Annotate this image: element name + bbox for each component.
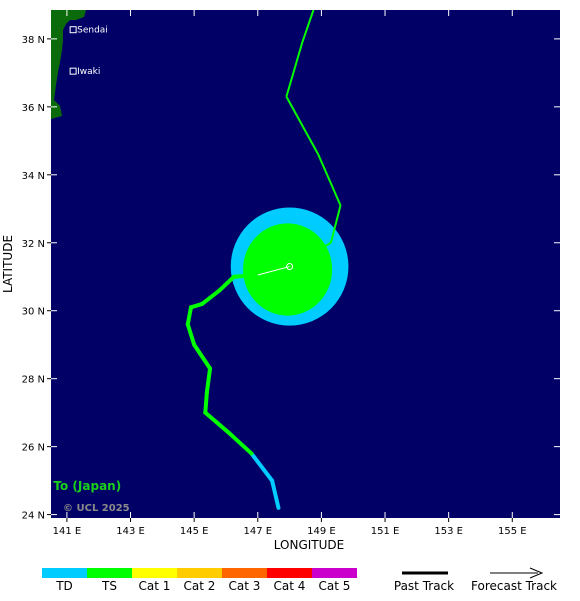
- past-track-segment: [231, 273, 260, 279]
- forecast-track-segment: [317, 154, 342, 206]
- legend-label-cat4: Cat 4: [274, 579, 306, 593]
- lat-tick-label: 34 N: [22, 171, 45, 182]
- forecast-track-segment: [329, 205, 342, 244]
- past-track-segment: [185, 322, 197, 347]
- legend-swatch-cat4: [267, 568, 312, 578]
- forecast-track-segment: [289, 241, 332, 268]
- lat-tick-label: 30 N: [22, 307, 45, 318]
- lon-tick-label: 151 E: [371, 526, 400, 537]
- lat-tick-label: 36 N: [22, 103, 45, 114]
- past-track-legend-label: Past Track: [394, 579, 454, 593]
- lon-tick-label: 155 E: [498, 526, 527, 537]
- past-track-segment: [185, 305, 193, 327]
- plot-area: Sendai Iwaki o To (Japan) © UCL 2025: [41, 10, 349, 514]
- past-track-segment: [203, 390, 209, 415]
- lon-tick-label: 141 E: [53, 526, 82, 537]
- legend-label-cat5: Cat 5: [319, 579, 351, 593]
- latitude-ticks: 24 N 26 N 28 N 30 N 32 N 34 N 36 N 38 N: [22, 35, 560, 522]
- legend-label-td: TD: [55, 579, 73, 593]
- legend-label-ts: TS: [101, 579, 117, 593]
- city-label: Iwaki: [77, 67, 100, 77]
- past-track: [185, 264, 292, 510]
- city-marker: [69, 26, 77, 34]
- current-position-marker: [286, 263, 294, 271]
- past-track-segment: [200, 288, 222, 306]
- legend-label-cat2: Cat 2: [184, 579, 216, 593]
- forecast-track-segment: [285, 42, 304, 97]
- lon-tick-label: 143 E: [116, 526, 145, 537]
- ts-wind-field: [243, 223, 333, 316]
- legend-label-cat3: Cat 3: [229, 579, 261, 593]
- credit-label: © UCL 2025: [63, 503, 130, 514]
- legend-swatch-cat2: [177, 568, 222, 578]
- forecast-track-segment: [285, 96, 320, 155]
- forecast-track-segment: [301, 10, 315, 43]
- lat-tick-label: 32 N: [22, 239, 45, 250]
- forecast-arrow-icon: [529, 567, 544, 579]
- city-markers: Sendai Iwaki: [69, 26, 108, 77]
- lon-tick-label: 145 E: [180, 526, 209, 537]
- city-label: Sendai: [77, 26, 108, 36]
- past-track-segment: [203, 410, 232, 436]
- legend-swatch-cat3: [222, 568, 267, 578]
- legend-swatch-cat5: [312, 568, 357, 578]
- past-track-legend: Past Track: [394, 571, 454, 593]
- forecast-track-legend-label: Forecast Track: [471, 579, 557, 593]
- lat-tick-label: 24 N: [22, 511, 45, 522]
- forecast-track: [285, 10, 342, 268]
- lat-tick-label: 38 N: [22, 35, 45, 46]
- legend-label-cat1: Cat 1: [139, 579, 171, 593]
- legend-swatch-td: [42, 568, 87, 578]
- legend-swatch-ts: [87, 568, 132, 578]
- forecast-track-legend: Forecast Track: [471, 567, 557, 593]
- lat-tick-label: 28 N: [22, 375, 45, 386]
- lon-tick-label: 153 E: [434, 526, 463, 537]
- lon-tick-label: 149 E: [307, 526, 336, 537]
- legend-swatch-cat1: [132, 568, 177, 578]
- past-track-segment: [270, 478, 281, 510]
- lat-tick-label: 26 N: [22, 443, 45, 454]
- past-track-segment: [227, 431, 254, 456]
- past-track-core: [257, 266, 290, 276]
- category-legend: TD TS Cat 1 Cat 2 Cat 3 Cat 4 Cat 5: [42, 568, 357, 593]
- past-track-segment: [249, 451, 275, 483]
- y-axis-title: LATITUDE: [1, 235, 15, 293]
- past-track-segment: [217, 274, 236, 293]
- past-track-segment: [192, 342, 213, 371]
- storm-name-label: o To (Japan): [41, 479, 121, 493]
- city-marker: [69, 67, 77, 75]
- land-japan: [51, 10, 86, 119]
- x-axis-title: LONGITUDE: [274, 538, 344, 552]
- longitude-ticks: 141 E 143 E 145 E 147 E 149 E 151 E 153 E 155 E: [53, 10, 527, 537]
- past-track-segment: [204, 366, 213, 395]
- lon-tick-label: 147 E: [243, 526, 272, 537]
